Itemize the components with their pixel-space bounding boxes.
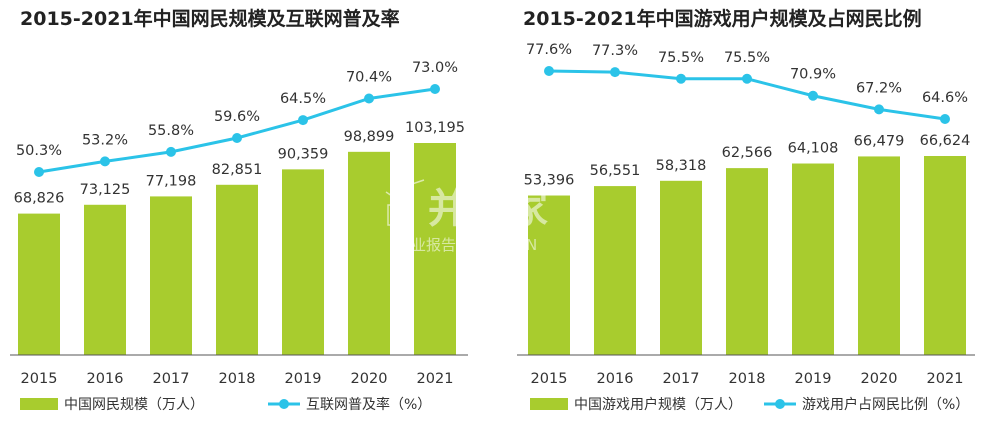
bar-2020: [858, 156, 900, 355]
watermark-brand: 并购家: [428, 186, 548, 232]
bar-value-label: 53,396: [524, 173, 575, 189]
x-tick-label: 2015: [21, 371, 58, 387]
bar-2016: [84, 204, 126, 355]
bar-value-label: 68,826: [14, 191, 65, 207]
line-point-2021: [430, 84, 440, 94]
legend-line-marker: [775, 399, 785, 409]
x-tick-label: 2017: [153, 371, 190, 387]
line-value-label: 77.6%: [526, 42, 572, 58]
bar-2021: [924, 156, 966, 355]
chart-title-right: 2015-2021年中国游戏用户规模及占网民比例: [523, 8, 922, 30]
bar-value-label: 73,125: [80, 182, 131, 198]
x-tick-label: 2016: [597, 371, 634, 387]
x-tick-label: 2017: [663, 371, 700, 387]
bar-value-label: 98,899: [344, 129, 395, 145]
bar-2019: [282, 169, 324, 355]
legend-line-label: 互联网普及率（%）: [306, 396, 431, 413]
x-tick-label: 2021: [927, 371, 964, 387]
bar-2015: [18, 213, 60, 355]
x-tick-label: 2021: [417, 371, 454, 387]
x-tick-label: 2015: [531, 371, 568, 387]
line-value-label: 77.3%: [592, 43, 638, 59]
legend-line-label: 游戏用户占网民比例（%）: [802, 396, 969, 413]
line-value-label: 70.4%: [346, 70, 392, 86]
x-tick-label: 2018: [219, 371, 256, 387]
legend-line-marker: [279, 399, 289, 409]
chart-panel-1: 53,396 2015 56,551 2016 58,318 2017 62,566 2018…: [517, 42, 975, 413]
line-point-2021: [940, 114, 950, 124]
chart-panel-0: 68,826 2015 73,125 2016 77,198 2017 82,851 2018…: [10, 60, 468, 413]
line-point-2019: [298, 115, 308, 126]
line-value-label: 55.8%: [148, 123, 194, 139]
line-point-2018: [742, 73, 752, 84]
legend-bar-swatch: [20, 398, 58, 410]
bar-2017: [660, 180, 702, 355]
line-point-2020: [874, 104, 884, 115]
line-value-label: 70.9%: [790, 67, 836, 83]
line-point-2020: [364, 93, 374, 104]
bar-value-label: 66,479: [854, 133, 905, 149]
x-tick-label: 2019: [795, 371, 832, 387]
line-value-label: 50.3%: [16, 143, 62, 159]
bar-2016: [594, 186, 636, 355]
bar-2018: [216, 184, 258, 355]
bar-value-label: 66,624: [920, 133, 971, 149]
bar-2021: [414, 143, 456, 355]
bar-value-label: 103,195: [405, 120, 465, 136]
watermark-sub: 行业报告 IPOIPO.CN: [396, 236, 537, 254]
bar-value-label: 56,551: [590, 163, 641, 179]
legend-bar-label: 中国游戏用户规模（万人）: [574, 396, 742, 413]
line-value-label: 75.5%: [724, 50, 770, 66]
line-value-label: 75.5%: [658, 50, 704, 66]
bar-chart-logo-icon: [385, 179, 425, 226]
line-value-label: 67.2%: [856, 80, 902, 96]
line-point-2017: [676, 73, 686, 84]
line-point-2017: [166, 146, 176, 157]
x-tick-label: 2016: [87, 371, 124, 387]
line-point-2019: [808, 90, 818, 101]
line-value-label: 64.6%: [922, 90, 968, 106]
bar-value-label: 77,198: [146, 173, 197, 189]
bar-value-label: 58,318: [656, 158, 707, 174]
x-tick-label: 2020: [861, 371, 898, 387]
x-tick-label: 2018: [729, 371, 766, 387]
bar-value-label: 82,851: [212, 162, 263, 178]
bar-2015: [528, 195, 570, 355]
line-point-2016: [100, 156, 110, 167]
line-value-label: 59.6%: [214, 109, 260, 125]
bar-2018: [726, 168, 768, 355]
bar-value-label: 64,108: [788, 141, 839, 157]
line-value-label: 53.2%: [82, 132, 128, 148]
legend-bar-label: 中国网民规模（万人）: [64, 397, 204, 413]
line-point-2015: [544, 66, 554, 76]
line-value-label: 73.0%: [412, 60, 458, 76]
bar-2017: [150, 196, 192, 355]
line-point-2016: [610, 67, 620, 78]
legend-bar-swatch: [530, 398, 568, 410]
bar-value-label: 90,359: [278, 146, 329, 162]
line-point-2015: [34, 167, 44, 177]
line-value-label: 64.5%: [280, 91, 326, 107]
line-point-2018: [232, 132, 242, 143]
bar-2020: [348, 151, 390, 355]
chart-title-left: 2015-2021年中国网民规模及互联网普及率: [20, 8, 400, 30]
x-tick-label: 2020: [351, 371, 388, 387]
bar-value-label: 62,566: [722, 145, 773, 161]
bar-2019: [792, 163, 834, 355]
x-tick-label: 2019: [285, 371, 322, 387]
